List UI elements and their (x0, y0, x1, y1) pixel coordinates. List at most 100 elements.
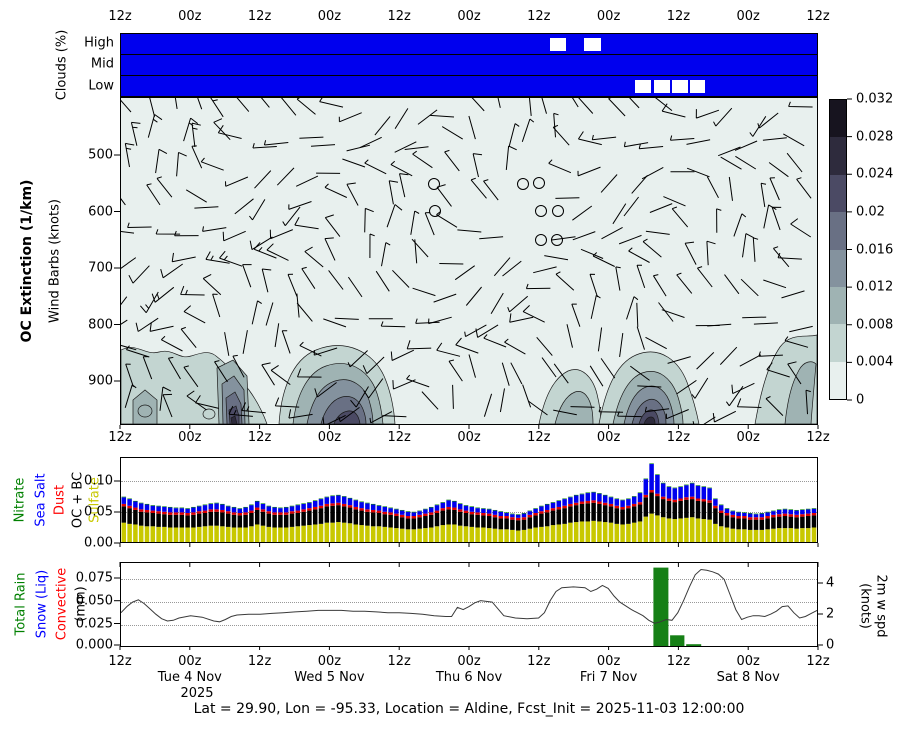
aerosol-bar-segment (765, 518, 770, 530)
wind-barb (441, 126, 463, 140)
wind-barb (121, 257, 137, 269)
aerosol-bar-segment (684, 517, 689, 542)
wind-barb (399, 173, 409, 198)
gridline-0p025 (121, 625, 817, 626)
wind-barb (347, 276, 363, 298)
aerosol-bar-segment (655, 474, 660, 475)
aerosol-bar-segment (167, 527, 173, 542)
wind-barb (375, 270, 390, 292)
wind-barb (202, 226, 227, 232)
aerosol-bar-segment (225, 505, 231, 507)
wind-barb (174, 98, 178, 109)
aerosol-bar-segment (666, 486, 672, 487)
aerosol-bar-segment (608, 497, 614, 504)
wind-barb (712, 410, 737, 423)
aerosol-bar-segment (365, 502, 370, 504)
aerosol-bar-segment (539, 505, 544, 507)
aerosol-bar-segment (249, 510, 254, 513)
wind-barb (297, 368, 322, 378)
aerosol-bar-segment (620, 499, 625, 501)
aerosol-bar-segment (191, 514, 196, 528)
aerosol-bar-segment (602, 522, 608, 542)
aerosol-bar-segment (173, 512, 179, 515)
aerosol-bar-segment (295, 510, 301, 513)
aerosol-bar-segment (434, 510, 440, 513)
wind-barb (224, 332, 230, 356)
aerosol-bar-segment (399, 514, 405, 518)
aerosol-bar-segment (626, 523, 631, 542)
wind-barb (638, 143, 664, 150)
aerosol-bar-segment (504, 512, 509, 513)
aerosol-bar-segment (597, 503, 602, 522)
wind-barb (787, 361, 802, 385)
aerosol-bar-segment (666, 498, 672, 501)
cloud-cover-block (550, 38, 566, 51)
wind-barb (676, 379, 697, 395)
aerosol-bar-segment (742, 518, 747, 530)
aerosol-bar-segment (295, 512, 301, 527)
aerosol-bar-segment (475, 512, 480, 515)
aerosol-bar-segment (202, 505, 208, 511)
colorbar-tick-label: 0 (856, 392, 865, 408)
time-tick-label: 00z (317, 654, 342, 669)
aerosol-bar-segment (579, 501, 585, 504)
wind-barb (644, 406, 670, 413)
aerosol-bar-segment (481, 508, 486, 513)
aerosol-bar-segment (788, 509, 794, 510)
aerosol-bar-segment (208, 503, 214, 504)
aerosol-bar-segment (121, 497, 127, 504)
wind-barb (695, 109, 720, 119)
aerosol-bar-segment (208, 509, 214, 512)
aerosol-tick-label: 0.10 (84, 473, 113, 489)
aerosol-bar-segment (405, 511, 411, 517)
wind-barb (628, 247, 650, 263)
wind-barb (260, 98, 270, 108)
windspeed-axis-label-line1: 2m w spd (873, 574, 889, 638)
aerosol-bar-segment (156, 505, 161, 507)
clouds-row-label-mid: Mid (90, 56, 114, 72)
aerosol-bar-segment (173, 514, 179, 528)
aerosol-bar-segment (353, 524, 359, 542)
aerosol-bar-segment (620, 506, 625, 510)
wind-barb (294, 216, 319, 230)
wind-barb (334, 317, 359, 320)
time-tick-label: 00z (596, 9, 621, 24)
colorbar-tick-label: 0.004 (856, 354, 894, 370)
aerosol-bar-segment (138, 511, 144, 526)
wind-barb (781, 290, 805, 299)
wind-barb (222, 230, 246, 242)
wind-barb (183, 305, 206, 324)
wind-barb (288, 409, 313, 419)
aerosol-bar-segment (800, 516, 805, 529)
aerosol-bar-segment (173, 527, 179, 542)
aerosol-bar-segment (254, 524, 260, 542)
aerosol-bar-segment (585, 493, 591, 501)
aerosol-bar-segment (295, 505, 301, 511)
aerosol-bar-segment (637, 492, 643, 494)
aerosol-bar-segment (185, 508, 190, 513)
wind-barb (652, 274, 667, 297)
aerosol-bar-segment (678, 486, 683, 487)
aerosol-bar-segment (510, 513, 515, 515)
aerosol-bar-segment (162, 511, 167, 515)
aerosol-bar-segment (585, 503, 591, 522)
aerosol-bar-segment (794, 509, 799, 511)
time-tick-label: 12z (247, 430, 272, 445)
wind-barb (649, 203, 673, 213)
aerosol-bar-segment (498, 516, 504, 519)
aerosol-bar-segment (231, 514, 237, 528)
aerosol-bar-segment (776, 514, 782, 517)
aerosol-bar-segment (423, 513, 428, 517)
aerosol-bar-segment (486, 508, 492, 510)
aerosol-bar-segment (747, 519, 753, 530)
aerosol-bar-segment (562, 498, 567, 500)
aerosol-bar-segment (753, 517, 759, 520)
wind-barb (521, 118, 535, 142)
aerosol-bar-segment (272, 506, 277, 508)
aerosol-bar-segment (689, 499, 695, 518)
aerosol-bar-segment (591, 492, 596, 501)
wind-barb (313, 347, 338, 356)
wind-barb (686, 167, 710, 178)
aerosol-bar-segment (527, 528, 533, 542)
wind-barb (382, 415, 407, 418)
